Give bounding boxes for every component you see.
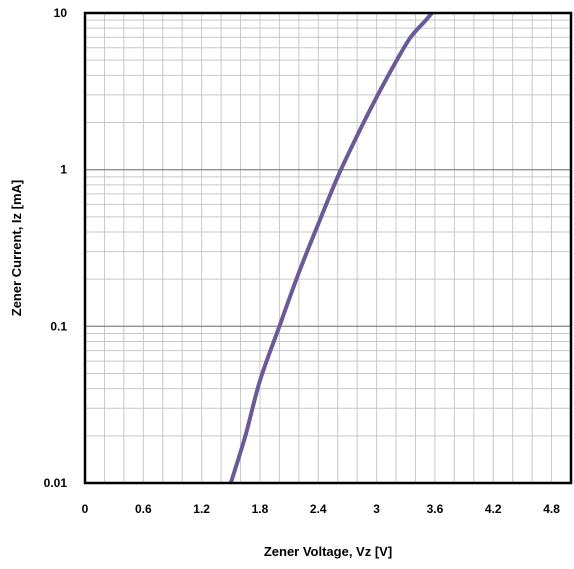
y-tick-label: 10 — [54, 6, 68, 20]
y-tick-label: 1 — [60, 163, 67, 177]
x-tick-label: 3 — [373, 502, 380, 516]
y-tick-label: 0.01 — [44, 476, 68, 490]
x-tick-label: 4.8 — [543, 502, 560, 516]
series-layer — [228, 11, 434, 484]
y-tick-labels: 0.01 0.1 1 10 — [44, 6, 68, 490]
grid — [85, 13, 571, 483]
x-axis-label: Zener Voltage, Vz [V] — [264, 544, 392, 559]
x-tick-label: 0.6 — [135, 502, 152, 516]
x-tick-label: 2.4 — [310, 502, 327, 516]
plot-area-frame — [83, 11, 573, 485]
y-axis-label: Zener Current, Iz [mA] — [9, 180, 24, 317]
x-tick-label: 3.6 — [427, 502, 444, 516]
y-tick-label: 0.1 — [50, 319, 67, 333]
x-tick-label: 0 — [82, 502, 89, 516]
x-tick-label: 4.2 — [485, 502, 502, 516]
x-tick-labels: 0 0.6 1.2 1.8 2.4 3 3.6 4.2 4.8 — [82, 502, 561, 516]
x-tick-label: 1.2 — [193, 502, 210, 516]
x-tick-label: 1.8 — [252, 502, 269, 516]
series-line — [228, 11, 434, 484]
